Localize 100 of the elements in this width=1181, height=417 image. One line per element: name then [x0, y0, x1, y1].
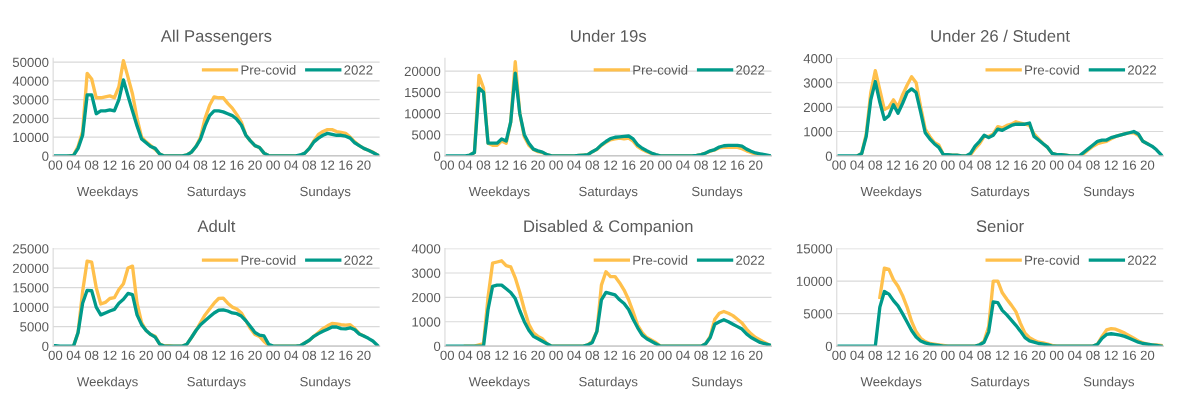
text: Weekdays — [468, 376, 530, 389]
y-tick-label: 5000 — [20, 322, 49, 332]
text: Sundays — [691, 376, 743, 389]
x-tick-label: 12 — [212, 160, 226, 170]
x-tick-label: 04 — [1068, 350, 1082, 360]
y-tick-label: 0 — [433, 341, 441, 352]
y-tick-label: 2000 — [803, 102, 833, 113]
x-tick-label: 08 — [1086, 350, 1100, 360]
y-tick-label: 30000 — [12, 95, 49, 105]
x-tick-label: 08 — [193, 350, 208, 360]
text: Weekdays — [76, 186, 138, 199]
x-tick-label: 12 — [995, 160, 1009, 170]
chart-title: Senior — [976, 219, 1024, 233]
x-tick-label: 16 — [622, 350, 636, 360]
x-tick-label: 16 — [905, 350, 919, 360]
legend-label: Pre-covid — [241, 255, 296, 265]
text: Saturdays — [187, 376, 246, 389]
x-tick-label: 12 — [1104, 350, 1118, 360]
legend-label: Pre-covid — [1025, 64, 1079, 75]
x-tick-label: 20 — [748, 160, 763, 170]
text: Saturdays — [187, 186, 246, 199]
x-tick-label: 12 — [887, 160, 901, 170]
y-tick-label: 1000 — [804, 127, 833, 137]
x-tick-label: 12 — [604, 160, 618, 170]
y-tick-label: 20000 — [404, 66, 441, 77]
x-tick-label: 12 — [495, 160, 509, 170]
y-tick-label: 5000 — [803, 309, 833, 319]
y-tick-label: 40000 — [12, 76, 49, 86]
chart-title: Disabled & Companion — [524, 219, 693, 236]
x-tick-label: 12 — [212, 350, 226, 360]
x-tick-label: 00 — [48, 350, 63, 360]
text: Weekdays — [860, 376, 922, 389]
x-tick-label: 00 — [658, 350, 672, 360]
x-tick-label: 12 — [1104, 160, 1118, 170]
x-tick-label: 20 — [248, 350, 262, 360]
x-tick-label: 20 — [923, 160, 937, 170]
x-tick-label: 08 — [476, 160, 491, 170]
x-tick-label: 12 — [321, 160, 335, 170]
x-tick-label: 20 — [531, 350, 545, 360]
x-tick-label: 16 — [513, 350, 527, 360]
text: Sundays — [1083, 186, 1135, 199]
x-tick-label: 16 — [1122, 160, 1137, 170]
chart-title: Under 19s — [571, 29, 647, 42]
x-tick-label: 16 — [513, 160, 527, 170]
y-tick-label: 3000 — [803, 78, 833, 88]
x-tick-label: 20 — [1031, 350, 1046, 360]
text: Saturdays — [970, 186, 1030, 199]
y-tick-label: 10000 — [405, 109, 441, 119]
x-tick-label: 04 — [676, 160, 690, 170]
y-tick-label: 4000 — [803, 53, 833, 64]
x-tick-label: 12 — [103, 160, 117, 170]
x-tick-label: 08 — [868, 160, 883, 170]
x-tick-label: 20 — [139, 350, 153, 360]
x-tick-label: 12 — [495, 350, 509, 360]
y-tick-label: 0 — [825, 151, 833, 161]
x-tick-label: 08 — [694, 160, 708, 170]
y-tick-label: 15000 — [796, 244, 833, 254]
y-tick-label: 25000 — [12, 244, 49, 254]
text: Weekdays — [860, 186, 922, 199]
x-tick-label: 08 — [193, 160, 208, 170]
x-tick-label: 20 — [1140, 350, 1155, 360]
text: Sundays — [300, 376, 351, 389]
legend-label: 2022 — [736, 255, 765, 265]
x-tick-label: 00 — [941, 160, 955, 170]
x-tick-label: 20 — [248, 160, 262, 170]
x-tick-label: 16 — [121, 350, 135, 360]
y-tick-label: 0 — [42, 341, 49, 352]
x-tick-label: 20 — [531, 160, 545, 170]
y-tick-label: 0 — [42, 151, 49, 161]
x-tick-label: 20 — [357, 160, 371, 170]
y-tick-label: 3000 — [411, 268, 441, 278]
x-tick-label: 16 — [622, 160, 636, 170]
x-tick-label: 20 — [139, 160, 153, 170]
x-tick-label: 00 — [440, 350, 455, 360]
x-tick-label: 16 — [230, 160, 244, 170]
x-tick-label: 08 — [302, 350, 317, 360]
x-tick-label: 00 — [48, 160, 63, 170]
x-tick-label: 00 — [549, 160, 563, 170]
text: Saturdays — [579, 186, 638, 199]
x-tick-label: 20 — [923, 350, 937, 360]
text: Weekdays — [468, 186, 530, 199]
x-tick-label: 20 — [640, 160, 654, 170]
legend-label: Pre-covid — [633, 255, 688, 265]
x-tick-label: 00 — [549, 350, 563, 360]
x-tick-label: 08 — [84, 160, 99, 170]
x-tick-label: 16 — [1014, 160, 1028, 170]
x-tick-label: 12 — [712, 160, 726, 170]
x-tick-label: 08 — [977, 160, 991, 170]
x-tick-label: 00 — [1049, 160, 1064, 170]
x-tick-label: 16 — [339, 350, 353, 360]
text: Saturdays — [579, 376, 638, 389]
x-tick-label: 12 — [887, 350, 901, 360]
y-tick-label: 4000 — [411, 244, 441, 254]
y-tick-label: 15000 — [405, 87, 441, 98]
x-tick-label: 16 — [1122, 350, 1137, 360]
y-tick-label: 0 — [433, 151, 441, 161]
x-tick-label: 08 — [694, 350, 708, 360]
text: Saturdays — [970, 376, 1030, 389]
x-tick-label: 00 — [1049, 350, 1064, 360]
x-tick-label: 08 — [84, 350, 99, 360]
